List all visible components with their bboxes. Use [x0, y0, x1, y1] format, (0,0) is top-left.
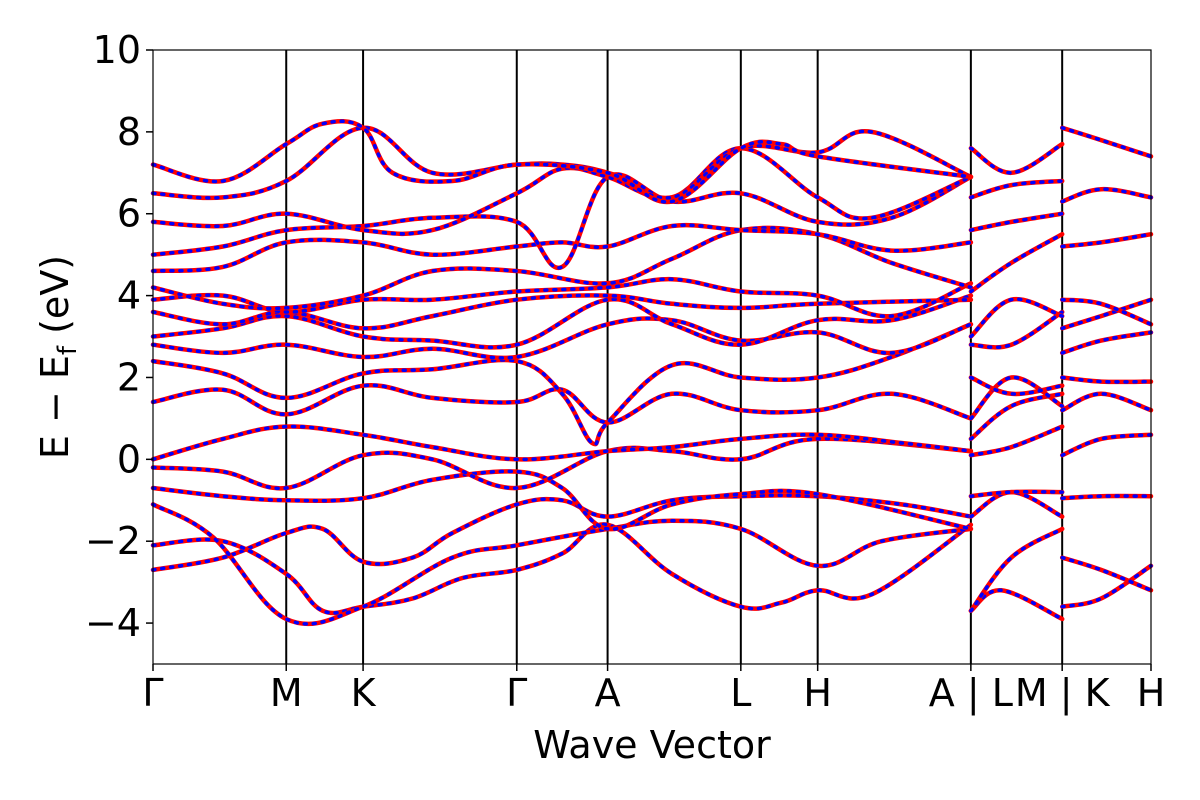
band-line-blue-dotted [151, 522, 973, 615]
y-tick-label: 8 [117, 110, 141, 154]
x-tick-label: L [730, 671, 751, 715]
band-line-blue-dotted [969, 310, 1064, 350]
band-line-blue-dotted [1060, 375, 1153, 384]
band-line-blue-dotted [969, 211, 1064, 232]
y-tick-label: −2 [85, 519, 141, 563]
band-line-blue-dotted [1060, 433, 1153, 457]
band-line-blue-dotted [151, 437, 973, 491]
band-line-blue-dotted [1060, 555, 1153, 593]
x-tick-label: H [803, 671, 832, 715]
band-line-red [150, 172, 974, 271]
band-line-blue-dotted [151, 277, 973, 318]
band-line-blue-dotted [151, 322, 973, 446]
band-line-red [968, 375, 1065, 421]
band-line-blue-dotted [151, 424, 973, 462]
y-tick-label: 0 [117, 437, 141, 481]
band-line-blue-dotted [969, 489, 1064, 498]
x-tick-label: Γ [506, 671, 527, 715]
band-line-blue-dotted [1060, 297, 1153, 331]
band-line-blue-dotted [969, 375, 1064, 396]
band-line-red [1059, 186, 1154, 204]
band-line-blue-dotted [969, 527, 1064, 613]
band-lines [150, 119, 1154, 627]
band-line-blue-dotted [1060, 564, 1153, 609]
band-line-blue-dotted [151, 223, 973, 273]
y-axis-title-sub: f [53, 345, 83, 355]
x-tick-label: H [1137, 671, 1166, 715]
band-line-red [1059, 391, 1154, 413]
kpoint-lines [285, 50, 1064, 664]
band-line-red [968, 375, 1065, 397]
band-line-blue-dotted [151, 469, 973, 531]
band-line-blue-dotted [151, 293, 973, 350]
y-tick-label: 4 [117, 274, 141, 318]
x-tick-label: M [270, 671, 303, 715]
band-line-blue-dotted [151, 119, 973, 204]
band-line-red [150, 424, 974, 462]
y-axis-title-unit: (eV) [33, 255, 77, 346]
y-ticks: −4 −2 0 2 4 6 8 10 [85, 28, 153, 645]
x-tick-label: K [351, 671, 377, 715]
band-line-blue-dotted [969, 424, 1064, 457]
band-line-red [1059, 330, 1154, 356]
band-line-blue-dotted [1060, 232, 1153, 249]
y-tick-label: 6 [117, 192, 141, 236]
band-line-blue-dotted [151, 126, 973, 200]
band-line-blue-dotted [969, 179, 1064, 200]
x-tick-label: M | K [1015, 671, 1111, 716]
band-line-blue-dotted [151, 383, 973, 425]
y-tick-label: −4 [85, 601, 141, 645]
band-line-blue-dotted [151, 293, 973, 331]
band-line-blue-dotted [151, 226, 973, 311]
band-line-red [150, 493, 974, 573]
band-line-blue-dotted [1060, 126, 1153, 159]
band-line-red [968, 296, 1065, 339]
band-line-blue-dotted [1060, 297, 1153, 327]
y-axis-title-main: E − E [33, 355, 77, 459]
band-line-blue-dotted [151, 172, 973, 270]
band-line-blue-dotted [1060, 494, 1153, 500]
plot-frame [152, 49, 1152, 665]
band-line-blue-dotted [151, 146, 973, 236]
x-tick-label: Γ [142, 671, 163, 715]
band-line-blue-dotted [1060, 187, 1153, 204]
x-axis-title: Wave Vector [533, 723, 771, 767]
y-axis-title: E − Ef (eV) [33, 255, 83, 459]
band-line-blue-dotted [151, 316, 973, 360]
y-tick-label: 10 [93, 28, 141, 72]
y-tick-label: 2 [117, 355, 141, 399]
band-line-blue-dotted [969, 232, 1064, 294]
band-line-blue-dotted [1060, 392, 1153, 412]
band-line-red [150, 436, 974, 491]
band-line-blue-dotted [151, 502, 973, 626]
band-line-blue-dotted [1060, 330, 1153, 355]
x-tick-label: A [595, 671, 621, 715]
band-line-blue-dotted [969, 142, 1064, 175]
band-line-blue-dotted [969, 297, 1064, 339]
x-tick-label: A | L [929, 671, 1013, 716]
